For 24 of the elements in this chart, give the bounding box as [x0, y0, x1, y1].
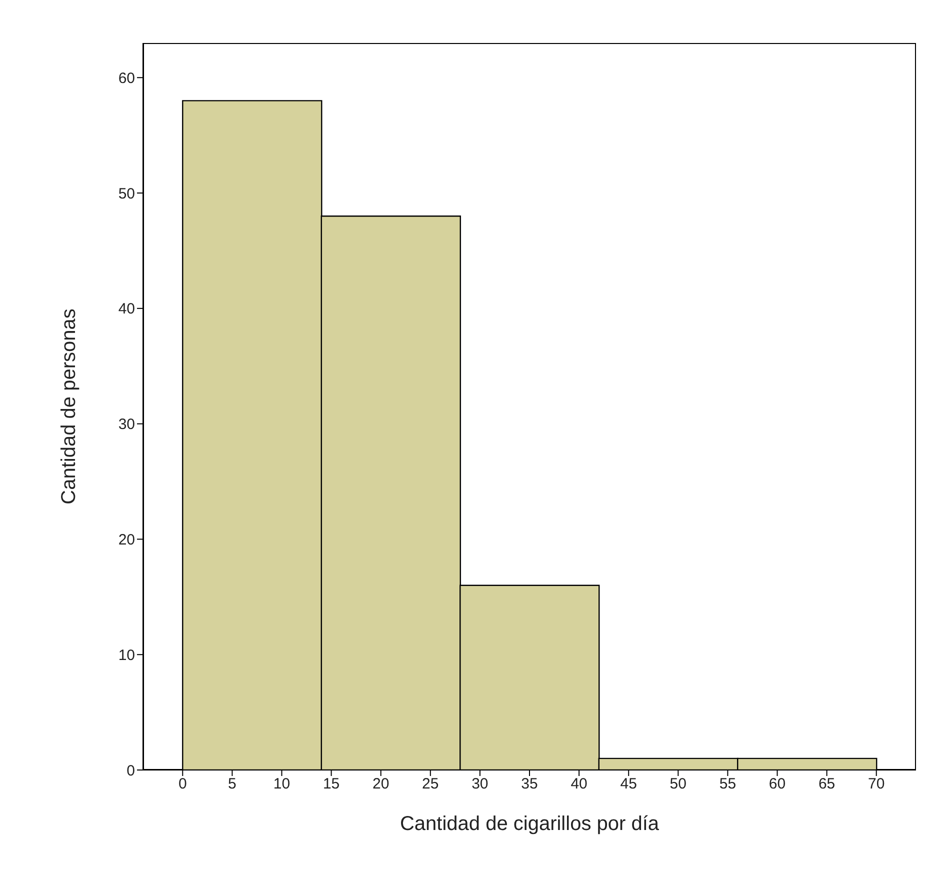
y-tick-label: 30: [118, 416, 135, 434]
x-tick-label: 60: [768, 776, 786, 793]
x-tick-label: 15: [322, 776, 340, 793]
x-tick-label: 45: [620, 776, 637, 793]
x-tick-label: 10: [273, 776, 290, 793]
x-tick-label: 30: [472, 776, 488, 793]
y-tick-label: 20: [118, 532, 135, 549]
y-tick-label: 40: [118, 300, 135, 318]
x-tick-label: 35: [521, 776, 538, 793]
y-tick-label: 50: [118, 185, 135, 202]
x-tick-label: 50: [670, 776, 686, 793]
x-tick-label: 20: [372, 776, 390, 793]
y-tick-label: 10: [118, 646, 135, 664]
y-tick-label: 0: [126, 762, 135, 780]
x-tick-label: 55: [719, 776, 736, 793]
y-tick-label: 60: [118, 70, 135, 87]
x-tick-label: 70: [868, 776, 885, 793]
x-tick-label: 25: [422, 776, 439, 793]
x-axis-title: Cantidad de cigarillos por día: [400, 813, 660, 835]
x-tick-label: 5: [228, 776, 236, 793]
x-tick-label: 40: [570, 776, 588, 793]
x-tick-label: 0: [178, 776, 187, 793]
y-axis-title: Cantidad de personas: [58, 308, 80, 504]
x-tick-label: 65: [818, 776, 836, 793]
